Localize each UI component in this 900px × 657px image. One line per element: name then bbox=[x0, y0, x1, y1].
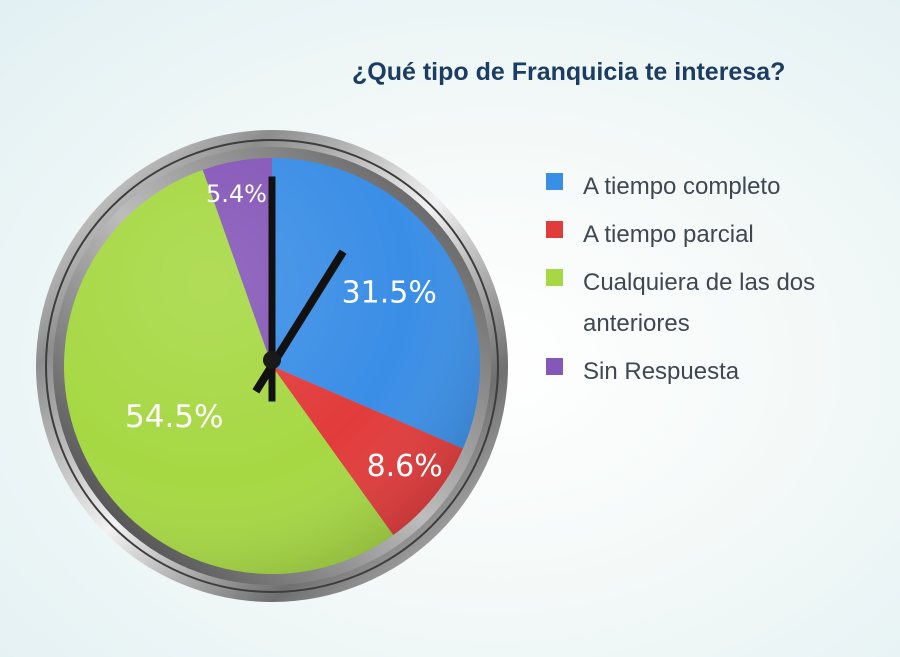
legend-label-completo: A tiempo completo bbox=[583, 173, 781, 200]
legend-label-sin-respuesta: Sin Respuesta bbox=[583, 358, 740, 385]
legend-swatch-parcial bbox=[546, 221, 563, 238]
legend-item-completo: A tiempo completo bbox=[546, 166, 886, 207]
legend: A tiempo completo A tiempo parcial Cualq… bbox=[546, 166, 886, 399]
legend-item-sin-respuesta: Sin Respuesta bbox=[546, 351, 886, 392]
chart-title: ¿Qué tipo de Franquicia te interesa? bbox=[352, 58, 786, 86]
slice-label-parcial: 8.6% bbox=[367, 449, 443, 484]
bezel-edge bbox=[45, 139, 499, 593]
slice-label-sin-respuesta: 5.4% bbox=[206, 180, 267, 208]
legend-item-cualquiera: Cualquiera de las dos anteriores bbox=[546, 262, 886, 344]
slice-label-completo: 31.5% bbox=[342, 275, 437, 310]
clock-hands bbox=[252, 176, 347, 402]
slice-label-cualquiera: 54.5% bbox=[125, 399, 223, 435]
slice-labels: 31.5% 8.6% 54.5% 5.4% bbox=[125, 180, 443, 484]
legend-item-parcial: A tiempo parcial bbox=[546, 214, 886, 255]
legend-swatch-cualquiera bbox=[546, 269, 563, 286]
legend-swatch-sin-respuesta bbox=[546, 358, 563, 375]
legend-label-parcial: A tiempo parcial bbox=[583, 221, 754, 248]
legend-label-cualquiera: Cualquiera de las dos anteriores bbox=[583, 269, 816, 337]
legend-swatch-completo bbox=[546, 173, 563, 190]
hands-pivot bbox=[263, 351, 281, 369]
